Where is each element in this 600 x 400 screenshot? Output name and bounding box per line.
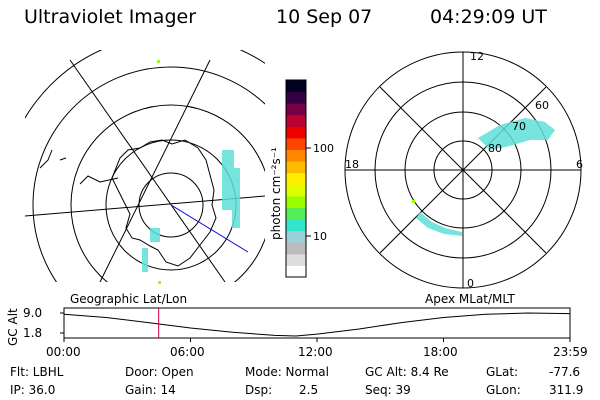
- date-label: 10 Sep 07: [276, 6, 373, 28]
- colorbar-segment: [286, 80, 306, 93]
- glat-label: GLat:: [486, 365, 519, 379]
- mlt-label-12: 12: [470, 50, 484, 63]
- colorbar-segment: [286, 149, 306, 162]
- colorbar-segment: [286, 219, 306, 232]
- mlat-label-70: 70: [512, 120, 526, 133]
- y-tick-9: 9.0: [23, 306, 42, 320]
- colorbar-segment: [286, 207, 306, 220]
- ip-info: IP: 36.0: [10, 383, 56, 397]
- colorbar-segment: [286, 137, 306, 151]
- apex-map: [344, 51, 582, 289]
- left-emission: [142, 150, 240, 272]
- dsp-label: Dsp:: [245, 383, 273, 397]
- emission-arc: [416, 212, 462, 236]
- glon-value: 311.9: [549, 383, 584, 397]
- colorbar-segment: [286, 161, 306, 174]
- colorbar: [286, 80, 306, 278]
- dsp-value: 2.5: [299, 383, 319, 397]
- colorbar-unit-label: photon cm⁻²s⁻¹: [269, 147, 283, 240]
- colorbar-segment: [286, 230, 306, 243]
- altitude-axis-label: GC Alt: [6, 308, 20, 346]
- colorbar-segment: [286, 195, 306, 208]
- apex-caption: Apex MLat/MLT: [425, 292, 515, 306]
- x-tick-label-2359: 23:59: [553, 345, 588, 359]
- emission-arc: [478, 118, 555, 150]
- colorbar-segment: [286, 103, 306, 116]
- emission-dot: [158, 281, 161, 284]
- emission-dot: [412, 200, 415, 203]
- instrument-title: Ultraviolet Imager: [24, 6, 197, 28]
- emission-patch: [150, 228, 160, 242]
- meridian-line: [69, 59, 226, 282]
- emission-patch: [232, 168, 240, 228]
- mlat-label-60: 60: [535, 99, 549, 112]
- colorbar-segment: [286, 114, 306, 127]
- mlt-label-18: 18: [345, 158, 359, 171]
- coastline: [111, 139, 217, 267]
- mlt-line: [379, 86, 547, 254]
- colorbar-tick-10: 10: [313, 230, 327, 243]
- glat-value: -77.6: [549, 365, 581, 379]
- colorbar-tick-100: 100: [313, 142, 334, 155]
- meridian-line: [99, 59, 211, 282]
- colorbar-segment: [286, 265, 306, 278]
- lat-circle-inner: [138, 172, 204, 238]
- altitude-plot: 9.0 1.8 GC Alt: [6, 306, 571, 346]
- colorbar-segment: [286, 172, 306, 185]
- coastline: [39, 149, 53, 169]
- time-label: 04:29:09 UT: [430, 6, 547, 28]
- mlt-label-6: 6: [576, 158, 583, 171]
- colorbar-segment: [286, 253, 306, 266]
- gain-info: Gain: 14: [125, 383, 176, 397]
- colorbar-segment: [286, 91, 306, 104]
- x-tick-label-1800: 18:00: [423, 345, 458, 359]
- x-tick-label-1200: 12:00: [298, 345, 333, 359]
- mlt-label-0: 0: [467, 277, 474, 290]
- colorbar-segment: [286, 242, 306, 255]
- flt-info: Flt: LBHL: [10, 365, 64, 379]
- geographic-caption: Geographic Lat/Lon: [70, 292, 188, 306]
- colorbar-segment: [286, 184, 306, 197]
- emission-dot: [157, 60, 160, 63]
- glon-label: GLon:: [486, 383, 521, 397]
- emission-patch: [142, 248, 148, 272]
- lat-circle-edge: [32, 66, 265, 282]
- colorbar-frame: [285, 79, 307, 278]
- ground-track-line: [170, 204, 249, 253]
- colorbar-segment: [286, 126, 306, 139]
- mode-info: Mode: Normal: [245, 365, 329, 379]
- coastline: [59, 157, 67, 161]
- right-emission: [416, 118, 555, 236]
- altitude-profile: [63, 312, 570, 337]
- x-tick-label-0600: 06:00: [170, 345, 205, 359]
- x-ticks: [63, 338, 571, 342]
- emission-patch: [222, 150, 234, 210]
- lat-circle-outer: [70, 104, 265, 282]
- x-tick-label-0000: 00:00: [46, 345, 81, 359]
- seq-info: Seq: 39: [365, 383, 411, 397]
- altitude-plot-frame: [63, 307, 571, 339]
- coastline: [79, 175, 119, 185]
- gc-alt-info: GC Alt: 8.4 Re: [365, 365, 449, 379]
- y-tick-1-8: 1.8: [23, 326, 42, 340]
- geographic-map: [25, 50, 265, 282]
- door-info: Door: Open: [125, 365, 194, 379]
- mlat-label-80: 80: [488, 142, 502, 155]
